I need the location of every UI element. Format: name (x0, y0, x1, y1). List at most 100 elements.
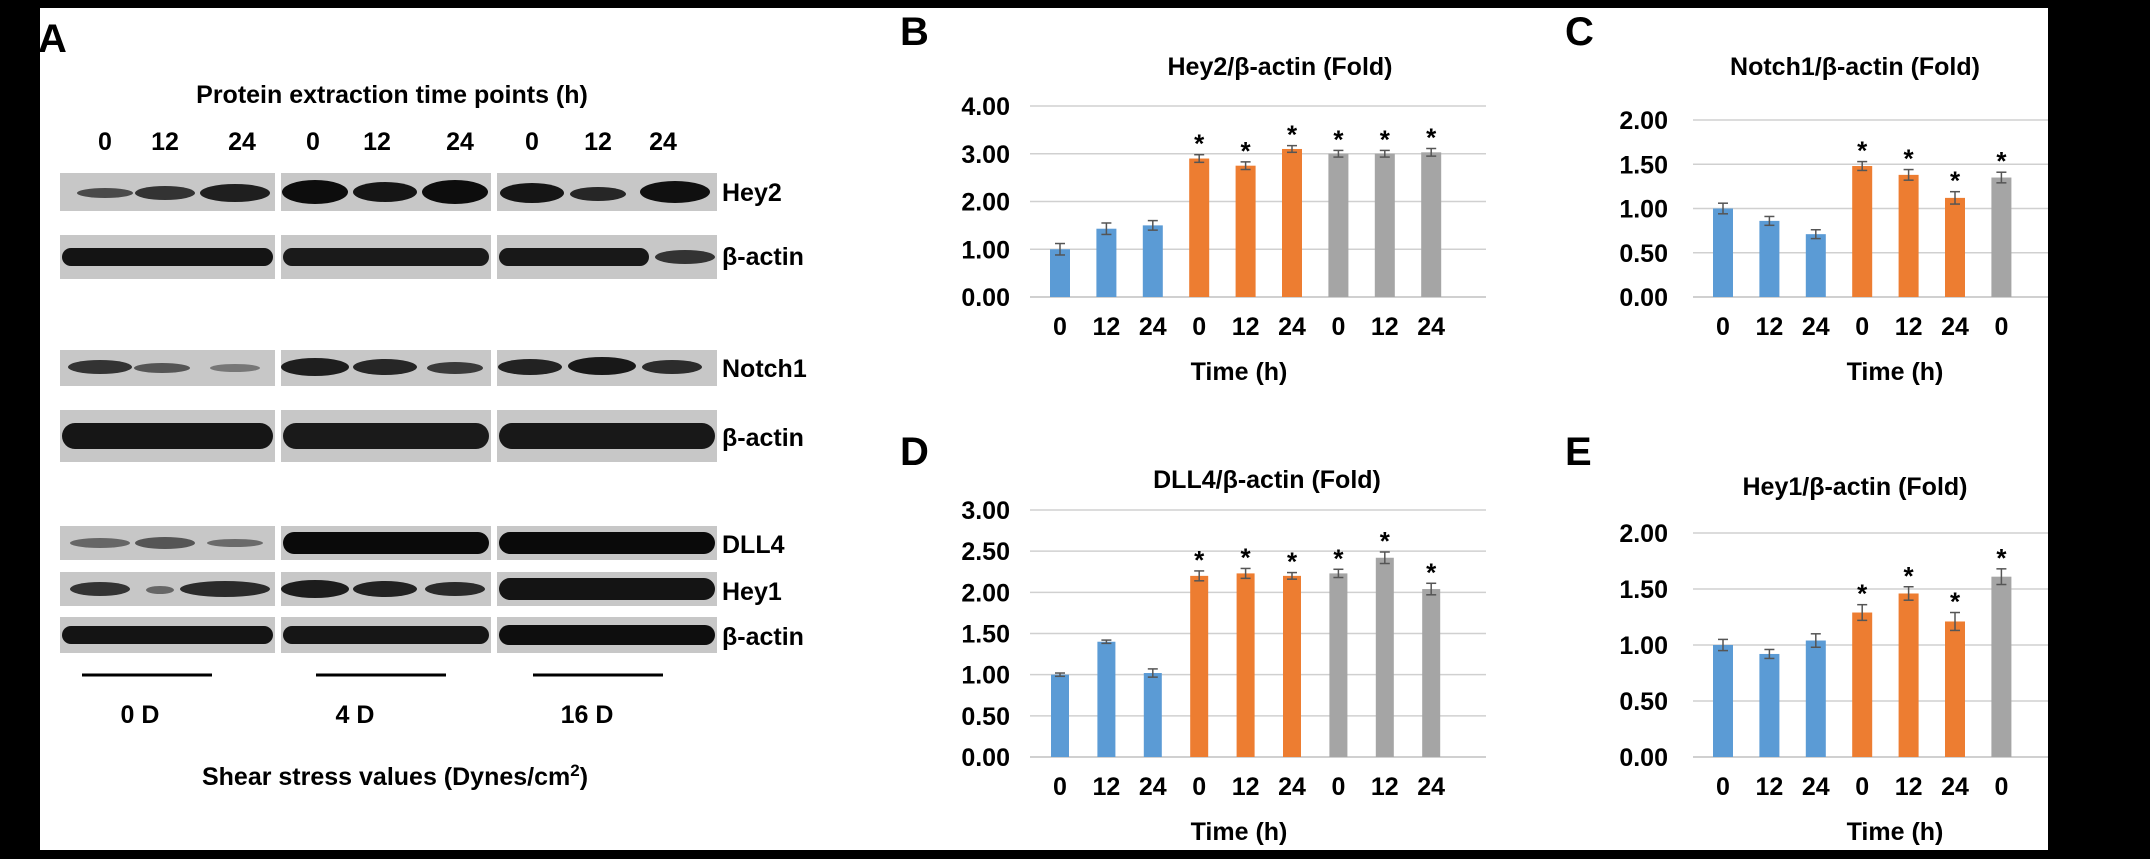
significance-asterisk: * (1950, 166, 1961, 196)
blot-band (568, 357, 636, 375)
significance-asterisk: * (1194, 545, 1205, 575)
bar (1096, 228, 1117, 297)
x-tick-label: 0 (1053, 773, 1067, 801)
blot-band (207, 539, 263, 547)
time-label: 12 (584, 128, 612, 156)
x-tick-label: 12 (1755, 773, 1783, 801)
blot-band (70, 582, 130, 596)
x-tick-label: 0 (1855, 773, 1869, 801)
panel-c-chart: C Notch1/β-actin (Fold) 0.00 0.50 1.00 1.50 2.… (1565, 10, 2048, 386)
blot-band (281, 358, 349, 376)
panel-a-header: Protein extraction time points (h) (196, 81, 588, 109)
time-label: 0 (98, 128, 112, 156)
blot-label-notch1: Notch1 (722, 355, 807, 383)
y-tick-label: 0.00 (1619, 284, 1668, 312)
significance-asterisk: * (1857, 136, 1868, 166)
group-label: 0 D (121, 701, 160, 729)
significance-asterisk: * (1426, 557, 1437, 587)
bar (1805, 640, 1826, 757)
bar (1050, 249, 1070, 297)
blot-label-dll4: DLL4 (722, 531, 785, 559)
time-label: 0 (525, 128, 539, 156)
blot-band (427, 362, 483, 374)
group-label: 16 D (561, 701, 614, 729)
significance-asterisk: * (1950, 587, 1961, 617)
blot-band (135, 186, 195, 200)
blot-band (281, 580, 349, 598)
significance-asterisk: * (1287, 120, 1298, 150)
y-tick-label: 1.50 (961, 621, 1010, 649)
y-tick-label: 3.00 (961, 497, 1010, 525)
x-tick-label: 12 (1232, 773, 1260, 801)
y-tick-label: 0.50 (1619, 240, 1668, 268)
significance-asterisk: * (1380, 124, 1391, 154)
bar (1051, 674, 1069, 757)
blot-band (283, 626, 489, 644)
x-tick-label: 0 (1053, 313, 1067, 341)
bar (1713, 208, 1733, 297)
blot-band (642, 360, 702, 374)
x-tick-label: 24 (1941, 773, 1969, 801)
bar (1852, 166, 1873, 297)
x-axis-title: Time (h) (1847, 358, 1944, 386)
blot-band (498, 359, 562, 375)
x-tick-label: 24 (1941, 313, 1969, 341)
x-tick-label: 24 (1139, 773, 1167, 801)
y-tick-label: 1.00 (961, 662, 1010, 690)
blot-band (422, 180, 488, 204)
x-tick-label: 0 (1716, 773, 1730, 801)
bar (1283, 575, 1301, 757)
x-tick-label: 24 (1139, 313, 1167, 341)
y-tick-label: 2.50 (961, 538, 1010, 566)
bar (1375, 557, 1394, 757)
right-crop-edge (2048, 0, 2150, 859)
x-axis-title: Time (h) (1847, 818, 1944, 846)
bar (1421, 152, 1442, 297)
blot-label-hey2: Hey2 (722, 179, 782, 207)
chart-title: Notch1/β-actin (Fold) (1730, 53, 1980, 81)
blot-band (77, 188, 133, 198)
bar (1991, 177, 2012, 297)
blot-band (499, 578, 715, 600)
bar (1945, 621, 1965, 757)
y-tick-label: 1.50 (1619, 151, 1668, 179)
x-tick-label: 0 (1192, 313, 1206, 341)
significance-asterisk: * (1904, 144, 1915, 174)
blot-label-beta-actin: β-actin (722, 243, 804, 271)
significance-asterisk: * (1996, 146, 2007, 176)
blot-band (283, 248, 489, 266)
blot-label-beta-actin: β-actin (722, 623, 804, 651)
time-label: 24 (228, 128, 256, 156)
time-label: 12 (363, 128, 391, 156)
x-tick-label: 0 (1331, 773, 1345, 801)
x-tick-label: 0 (1994, 773, 2008, 801)
blot-band (283, 532, 489, 554)
bar (1991, 576, 2012, 757)
bar (1852, 612, 1873, 757)
bar (1282, 148, 1302, 297)
bar (1142, 225, 1163, 297)
y-tick-label: 0.00 (1619, 744, 1668, 772)
blot-band (146, 586, 174, 594)
significance-asterisk: * (1333, 124, 1344, 154)
panel-a-western-blots: A Protein extraction time points (h) 0 1… (38, 17, 807, 791)
footer-suffix: ) (580, 763, 588, 791)
significance-asterisk: * (1333, 543, 1344, 573)
y-tick-label: 0.00 (961, 284, 1010, 312)
significance-asterisk: * (1904, 561, 1915, 591)
significance-asterisk: * (1857, 579, 1868, 609)
significance-asterisk: * (1996, 543, 2007, 573)
x-tick-label: 24 (1802, 313, 1830, 341)
bar (1374, 153, 1395, 297)
bar (1143, 673, 1162, 757)
x-tick-label: 12 (1092, 773, 1120, 801)
time-label: 24 (649, 128, 677, 156)
blot-band (425, 582, 485, 596)
x-tick-label: 0 (1994, 313, 2008, 341)
bar (1759, 653, 1780, 757)
x-tick-label: 12 (1371, 313, 1399, 341)
significance-asterisk: * (1426, 122, 1437, 152)
bar (1235, 165, 1256, 297)
significance-asterisk: * (1194, 129, 1205, 159)
blot-band (655, 250, 715, 264)
